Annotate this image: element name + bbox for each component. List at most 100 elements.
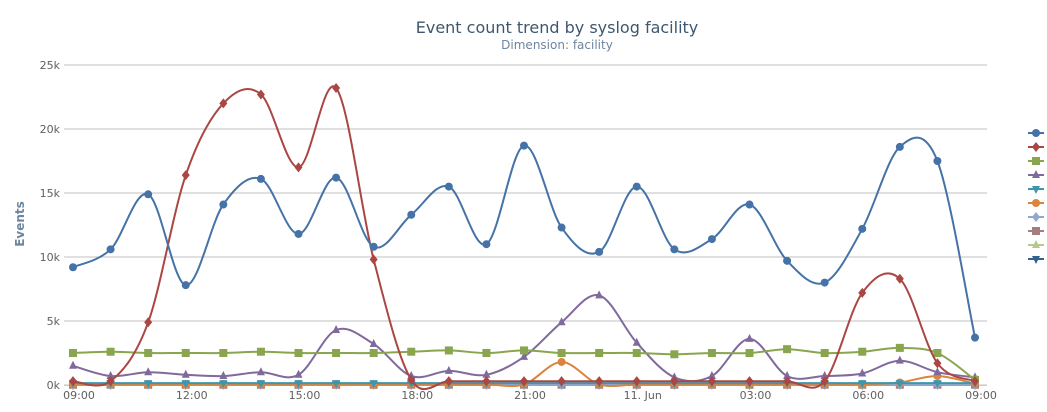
data-point[interactable] <box>332 83 341 94</box>
data-point[interactable] <box>933 367 942 376</box>
data-point[interactable] <box>632 349 641 357</box>
data-point[interactable] <box>858 224 867 233</box>
data-point[interactable] <box>933 157 942 165</box>
legend-item[interactable] <box>1028 142 1044 152</box>
data-point[interactable] <box>482 349 491 357</box>
data-point[interactable] <box>482 240 491 249</box>
data-point[interactable] <box>820 349 829 357</box>
data-point[interactable] <box>219 380 228 389</box>
data-point[interactable] <box>595 376 604 387</box>
data-point[interactable] <box>407 347 416 356</box>
data-point[interactable] <box>557 223 566 232</box>
data-point[interactable] <box>294 349 303 357</box>
data-point[interactable] <box>820 278 829 287</box>
data-point[interactable] <box>69 360 77 369</box>
legend[interactable] <box>1028 129 1044 264</box>
data-point[interactable] <box>256 347 265 356</box>
data-point[interactable] <box>256 367 265 376</box>
data-point[interactable] <box>520 376 528 387</box>
data-point[interactable] <box>144 380 153 389</box>
data-point[interactable] <box>369 254 378 265</box>
data-point[interactable] <box>745 200 754 209</box>
legend-symbol[interactable] <box>1032 170 1040 178</box>
legend-item[interactable] <box>1028 186 1044 194</box>
data-point[interactable] <box>858 380 867 389</box>
data-point[interactable] <box>858 287 867 298</box>
legend-symbol[interactable] <box>1032 256 1040 264</box>
data-point[interactable] <box>632 376 641 387</box>
data-point[interactable] <box>520 346 528 355</box>
series-line[interactable] <box>72 136 976 338</box>
legend-item[interactable] <box>1028 157 1044 165</box>
data-point[interactable] <box>106 347 115 356</box>
legend-symbol[interactable] <box>1032 240 1040 248</box>
data-point[interactable] <box>858 368 867 377</box>
data-point[interactable] <box>783 376 792 387</box>
data-point[interactable] <box>557 376 566 387</box>
legend-symbol[interactable] <box>1032 212 1040 222</box>
data-point[interactable] <box>444 346 453 355</box>
data-point[interactable] <box>971 333 979 342</box>
data-point[interactable] <box>181 170 190 181</box>
data-point[interactable] <box>294 380 303 389</box>
data-point[interactable] <box>783 371 792 380</box>
data-point[interactable] <box>670 376 679 387</box>
data-point[interactable] <box>595 349 604 357</box>
data-point[interactable] <box>181 380 190 389</box>
data-point[interactable] <box>707 376 716 387</box>
data-point[interactable] <box>595 290 604 299</box>
data-point[interactable] <box>482 376 491 387</box>
data-point[interactable] <box>69 376 77 387</box>
data-point[interactable] <box>933 380 942 389</box>
legend-item[interactable] <box>1028 256 1044 264</box>
data-point[interactable] <box>219 371 228 380</box>
data-point[interactable] <box>144 190 153 199</box>
legend-symbol[interactable] <box>1032 129 1040 137</box>
data-point[interactable] <box>895 380 904 389</box>
data-point[interactable] <box>745 333 754 342</box>
data-point[interactable] <box>858 347 867 356</box>
data-point[interactable] <box>181 281 190 290</box>
data-point[interactable] <box>520 351 528 360</box>
data-point[interactable] <box>670 245 679 254</box>
data-point[interactable] <box>181 369 190 378</box>
series-line[interactable] <box>72 85 976 391</box>
data-point[interactable] <box>444 182 453 191</box>
legend-item[interactable] <box>1028 199 1044 207</box>
data-point[interactable] <box>219 98 228 109</box>
data-point[interactable] <box>707 371 716 380</box>
data-point[interactable] <box>106 371 115 380</box>
data-point[interactable] <box>219 349 228 357</box>
data-point[interactable] <box>256 380 265 389</box>
data-point[interactable] <box>407 374 416 385</box>
data-point[interactable] <box>144 317 153 328</box>
data-point[interactable] <box>933 349 942 357</box>
data-point[interactable] <box>632 182 641 191</box>
data-point[interactable] <box>895 343 904 352</box>
data-point[interactable] <box>895 273 904 284</box>
data-point[interactable] <box>670 350 679 359</box>
data-point[interactable] <box>106 245 115 254</box>
data-point[interactable] <box>332 173 341 182</box>
data-point[interactable] <box>181 349 190 357</box>
data-point[interactable] <box>745 349 754 357</box>
data-point[interactable] <box>369 380 378 389</box>
data-point[interactable] <box>820 376 829 387</box>
legend-symbol[interactable] <box>1032 157 1040 165</box>
data-point[interactable] <box>557 317 566 326</box>
legend-item[interactable] <box>1028 240 1044 248</box>
data-point[interactable] <box>783 256 792 265</box>
data-point[interactable] <box>783 345 792 354</box>
legend-symbol[interactable] <box>1032 199 1040 207</box>
series-line[interactable] <box>72 294 976 383</box>
data-point[interactable] <box>933 358 942 369</box>
legend-symbol[interactable] <box>1032 227 1040 235</box>
data-point[interactable] <box>407 210 416 219</box>
data-point[interactable] <box>745 376 754 387</box>
data-point[interactable] <box>707 349 716 357</box>
data-point[interactable] <box>144 367 153 376</box>
data-point[interactable] <box>332 324 341 333</box>
data-point[interactable] <box>294 229 303 238</box>
data-point[interactable] <box>444 365 453 374</box>
data-point[interactable] <box>144 349 153 357</box>
